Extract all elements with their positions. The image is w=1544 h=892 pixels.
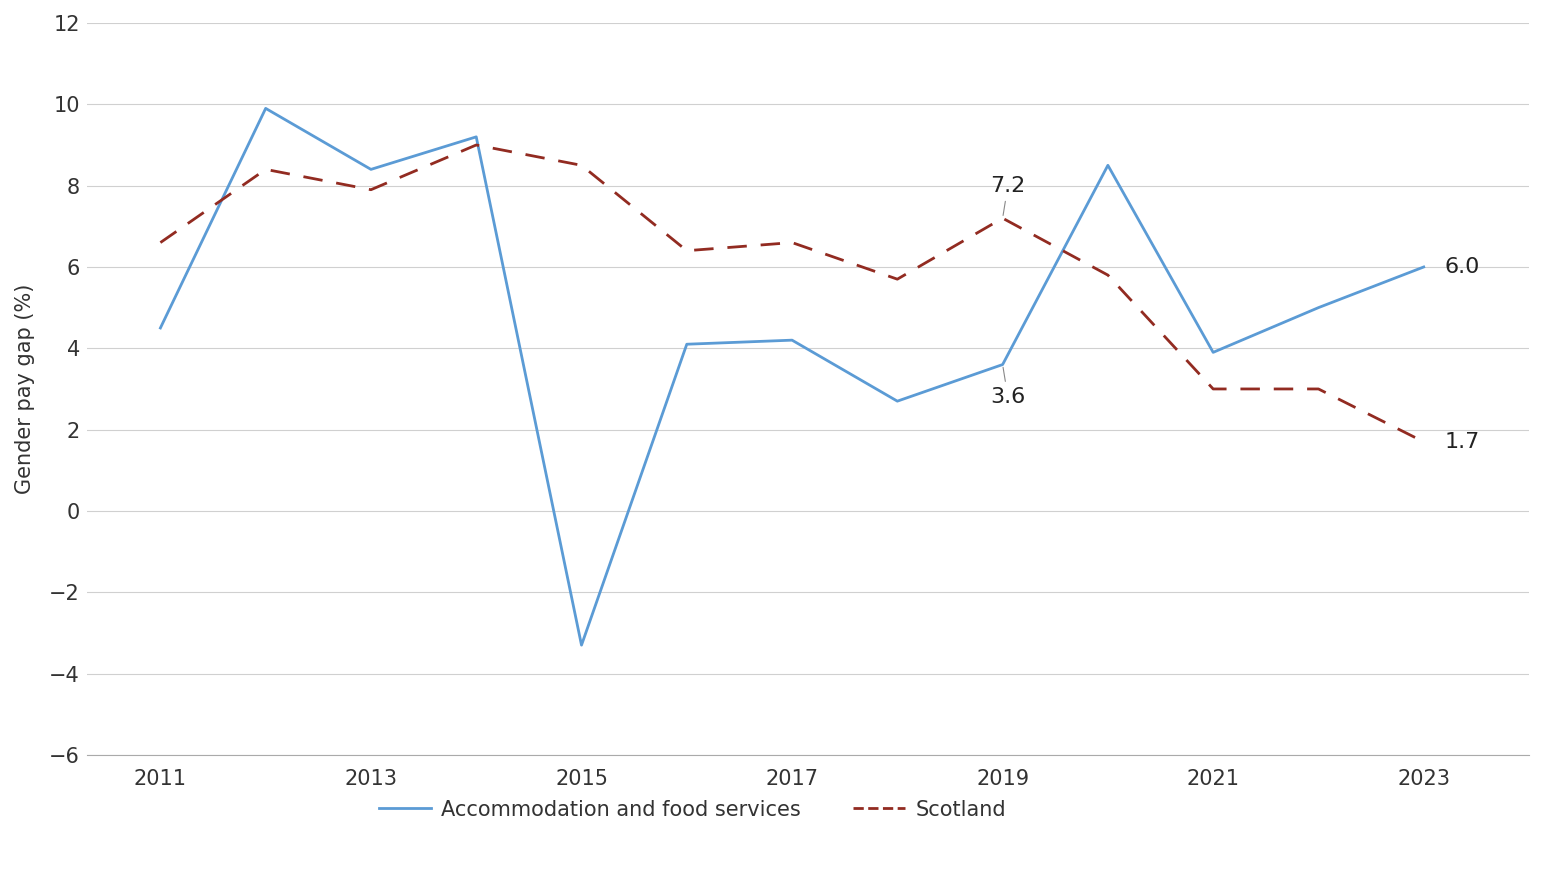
Accommodation and food services bbox=[1204, 347, 1223, 358]
Accommodation and food services bbox=[678, 339, 696, 350]
Legend: Accommodation and food services, Scotland: Accommodation and food services, Scotlan… bbox=[371, 791, 1014, 829]
Accommodation and food services bbox=[1309, 302, 1328, 313]
Scotland bbox=[1309, 384, 1328, 394]
Scotland bbox=[678, 245, 696, 256]
Scotland bbox=[1204, 384, 1223, 394]
Scotland bbox=[573, 160, 591, 170]
Scotland bbox=[783, 237, 801, 248]
Accommodation and food services bbox=[993, 359, 1011, 370]
Text: 7.2: 7.2 bbox=[990, 176, 1025, 216]
Scotland bbox=[888, 274, 906, 285]
Y-axis label: Gender pay gap (%): Gender pay gap (%) bbox=[15, 284, 36, 494]
Accommodation and food services bbox=[783, 334, 801, 345]
Scotland bbox=[1099, 269, 1118, 280]
Scotland bbox=[361, 185, 380, 195]
Scotland bbox=[1414, 436, 1433, 447]
Text: 6.0: 6.0 bbox=[1445, 257, 1481, 277]
Accommodation and food services bbox=[256, 103, 275, 114]
Scotland bbox=[151, 237, 170, 248]
Line: Scotland: Scotland bbox=[161, 145, 1424, 442]
Accommodation and food services bbox=[888, 396, 906, 407]
Scotland bbox=[993, 213, 1011, 224]
Line: Accommodation and food services: Accommodation and food services bbox=[161, 109, 1424, 645]
Accommodation and food services bbox=[1414, 261, 1433, 272]
Accommodation and food services bbox=[151, 323, 170, 334]
Accommodation and food services bbox=[1099, 160, 1118, 170]
Scotland bbox=[466, 140, 485, 151]
Text: 1.7: 1.7 bbox=[1445, 432, 1481, 452]
Accommodation and food services bbox=[466, 131, 485, 142]
Text: 3.6: 3.6 bbox=[990, 368, 1025, 407]
Accommodation and food services bbox=[361, 164, 380, 175]
Scotland bbox=[256, 164, 275, 175]
Accommodation and food services bbox=[573, 640, 591, 650]
